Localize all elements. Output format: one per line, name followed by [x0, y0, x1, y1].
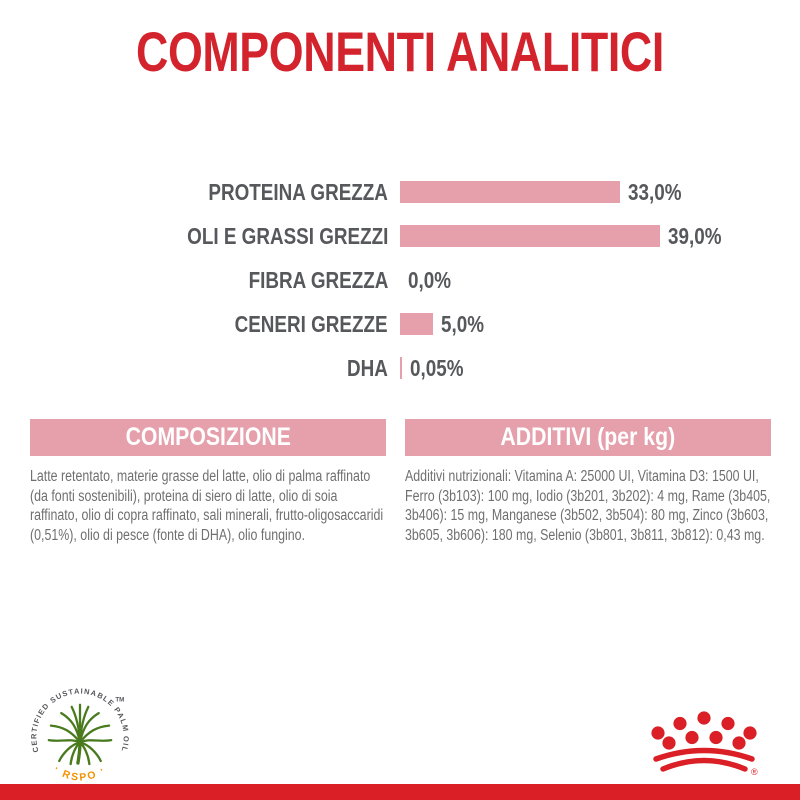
chart-value-label: 39,0%: [668, 222, 722, 249]
chart-value-label: 0,05%: [409, 354, 463, 381]
chart-category-label: CENERI GREZZE: [235, 310, 388, 337]
crown-dots: [651, 711, 757, 750]
chart-category-label: FIBRA GREZZA: [248, 266, 388, 293]
chart-category-label: OLI E GRASSI GREZZI: [186, 222, 388, 249]
royal-canin-crown-icon: ®: [651, 711, 758, 777]
chart-value-label: 33,0%: [628, 178, 682, 205]
chart-value-label: 5,0%: [441, 310, 485, 337]
page-title: COMPONENTI ANALITICI: [0, 16, 800, 86]
chart-row: PROTEINA GREZZA 33,0%: [0, 178, 800, 205]
additivi-section: ADDITIVI (per kg) Additivi nutrizionali:…: [405, 419, 771, 545]
registered-trademark-mark: ®: [751, 767, 758, 777]
bottom-brand-strip: [0, 784, 800, 800]
chart-category-label: PROTEINA GREZZA: [208, 178, 388, 205]
rspo-wordmark: · RSPO ·: [51, 764, 106, 784]
rspo-certified-palm-oil-icon: CERTIFIED SUSTAINABLE PALM OIL TM · RSPO…: [29, 686, 129, 784]
composizione-header-label: COMPOSIZIONE: [125, 423, 291, 451]
chart-row: FIBRA GREZZA 0,0%: [0, 266, 800, 293]
rspo-tm-mark: TM: [115, 697, 124, 704]
chart-bar: [400, 225, 660, 247]
chart-row: CENERI GREZZE 5,0%: [0, 310, 800, 337]
svg-text:· RSPO ·: · RSPO ·: [51, 764, 108, 784]
chart-bar: [400, 313, 434, 335]
chart-row: DHA 0,05%: [0, 354, 800, 381]
composizione-section: COMPOSIZIONE Latte retentato, materie gr…: [30, 419, 386, 545]
page-title-text: COMPONENTI ANALITICI: [136, 19, 664, 83]
analytical-components-chart: PROTEINA GREZZA 33,0% OLI E GRASSI GREZZI 3…: [0, 178, 800, 400]
chart-category-label: DHA: [347, 354, 388, 381]
composizione-header: COMPOSIZIONE: [30, 419, 386, 456]
chart-value-label: 0,0%: [408, 266, 451, 293]
chart-bar: [400, 357, 402, 379]
additivi-header-label: ADDITIVI (per kg): [500, 423, 676, 451]
composizione-body-text: Latte retentato, materie grasse del latt…: [30, 468, 384, 544]
palm-tree-icon: [47, 703, 113, 766]
chart-row: OLI E GRASSI GREZZI 39,0%: [0, 222, 800, 249]
additivi-body-text: Additivi nutrizionali: Vitamina A: 25000…: [405, 468, 771, 544]
chart-bar: [400, 181, 620, 203]
additivi-header: ADDITIVI (per kg): [405, 419, 771, 456]
crown-arcs: [653, 747, 755, 772]
